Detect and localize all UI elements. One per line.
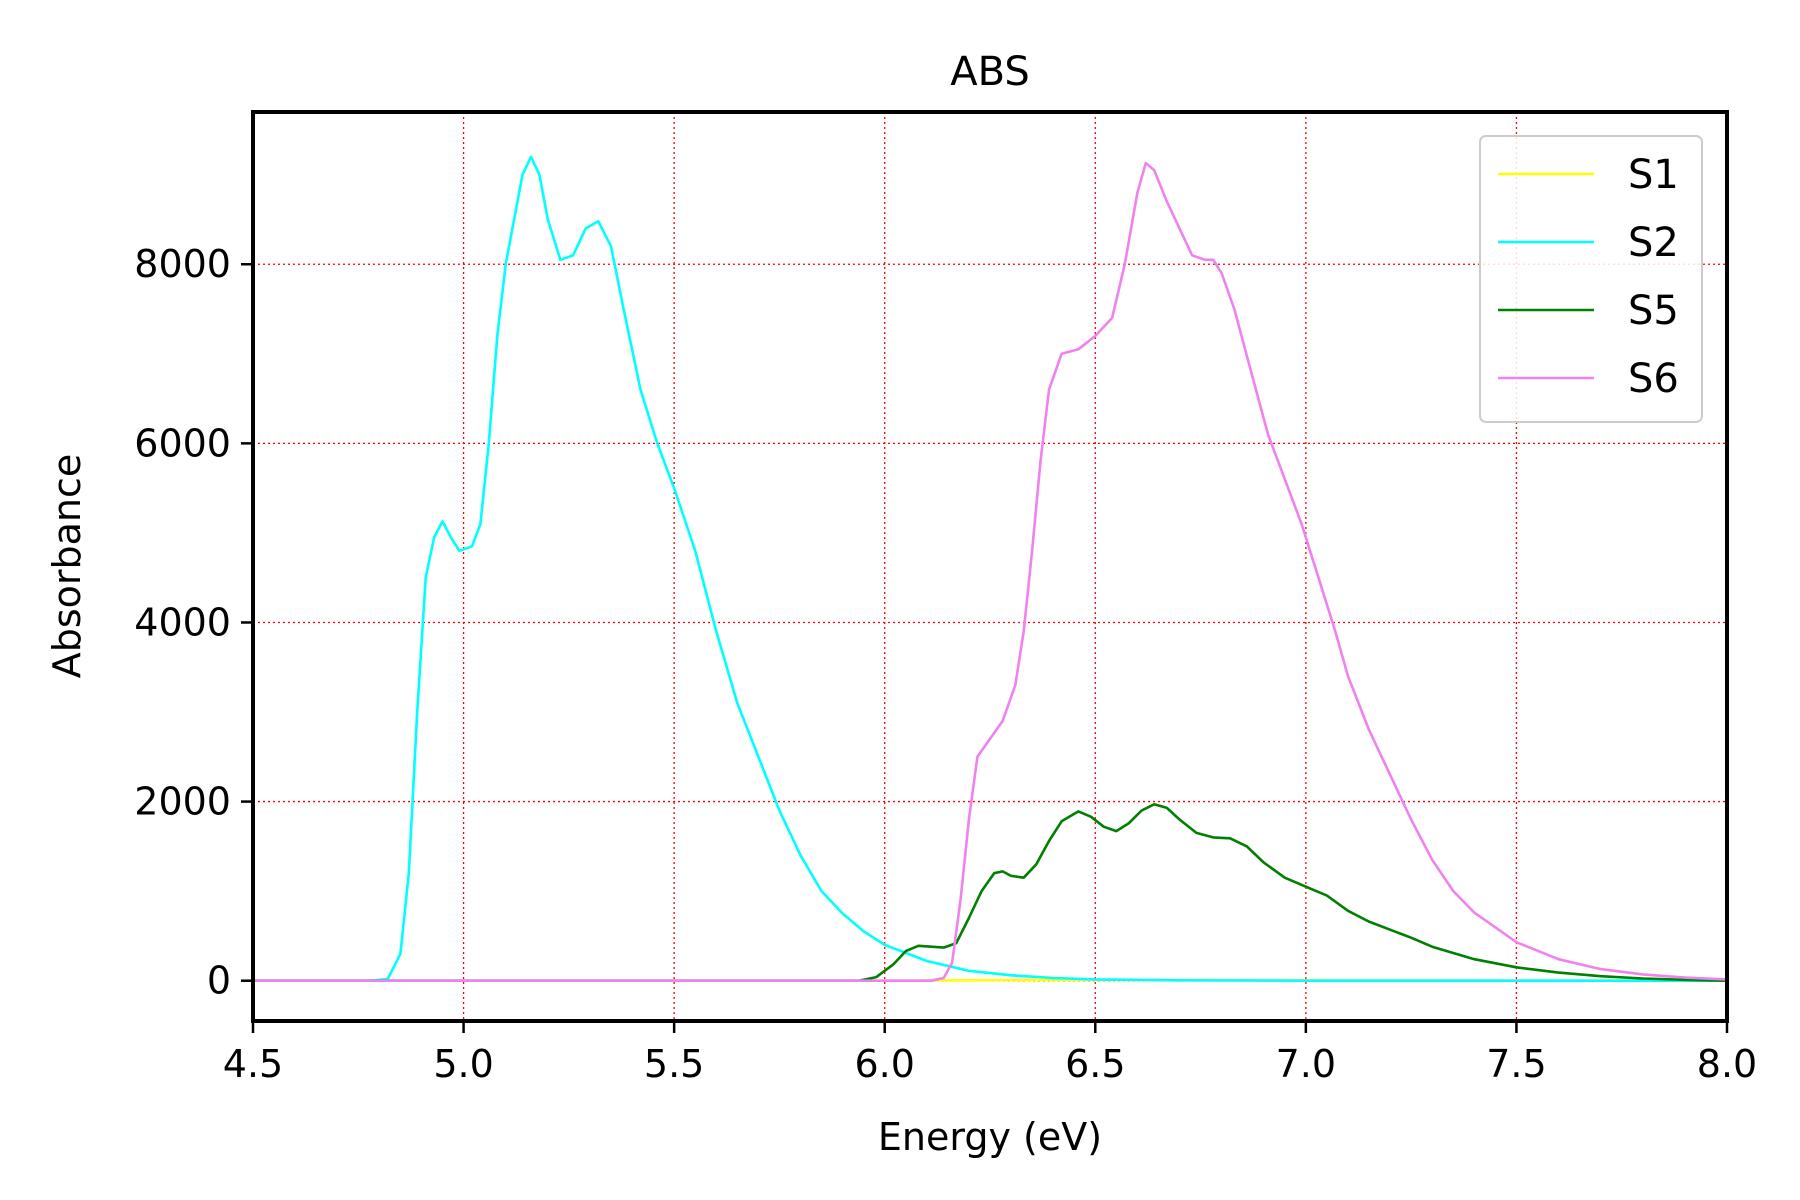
x-axis-label: Energy (eV) <box>878 1115 1102 1159</box>
y-tick-label: 6000 <box>134 421 231 465</box>
y-axis-label: Absorbance <box>45 454 89 679</box>
legend-box <box>1479 135 1703 423</box>
x-tick-label: 7.0 <box>1276 1042 1336 1086</box>
legend-label-s2: S2 <box>1628 220 1679 266</box>
y-tick-label: 4000 <box>134 600 231 644</box>
series-line-s5 <box>251 803 1729 982</box>
x-tick-label: 4.5 <box>223 1042 283 1086</box>
y-tick-label: 0 <box>207 959 231 1003</box>
y-axis-ticks: 0 2000 4000 6000 8000 <box>134 242 253 1003</box>
x-tick-label: 6.0 <box>854 1042 914 1086</box>
x-axis-ticks: 4.5 5.0 5.5 6.0 6.5 7.0 7.5 8.0 <box>223 1021 1757 1086</box>
x-tick-label: 6.5 <box>1065 1042 1125 1086</box>
series-line-s2 <box>251 155 1729 982</box>
x-tick-label: 5.0 <box>433 1042 493 1086</box>
y-tick-label: 8000 <box>134 242 231 286</box>
plot-series <box>251 155 1729 982</box>
plot-frame <box>251 110 1729 1023</box>
legend-items: S1 S2 S5 S6 <box>1498 152 1679 402</box>
legend-label-s1: S1 <box>1628 152 1679 198</box>
y-tick-label: 2000 <box>134 780 231 824</box>
legend-label-s6: S6 <box>1628 356 1679 402</box>
chart-title: ABS <box>950 49 1030 95</box>
series-line-s6 <box>251 161 1729 982</box>
x-tick-label: 8.0 <box>1697 1042 1757 1086</box>
legend: S1 S2 S5 S6 <box>1479 135 1703 423</box>
x-tick-label: 5.5 <box>644 1042 704 1086</box>
legend-label-s5: S5 <box>1628 288 1679 334</box>
x-tick-label: 7.5 <box>1486 1042 1546 1086</box>
